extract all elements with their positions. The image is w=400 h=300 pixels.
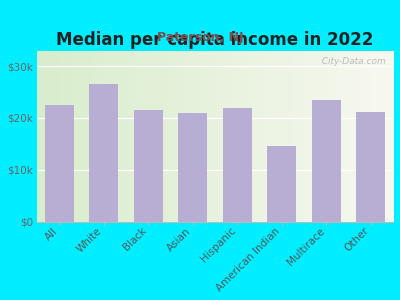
Bar (312, 100, 341, 221)
Text: City-Data.com: City-Data.com (316, 57, 386, 66)
Bar (134, 110, 163, 221)
Bar (89, 84, 118, 221)
Bar (223, 107, 252, 221)
Text: Paterson, NJ: Paterson, NJ (157, 32, 243, 44)
Bar (178, 113, 207, 221)
Title: Median per capita income in 2022: Median per capita income in 2022 (56, 31, 374, 49)
Bar (356, 112, 385, 221)
Bar (267, 146, 296, 221)
Bar (45, 105, 74, 221)
